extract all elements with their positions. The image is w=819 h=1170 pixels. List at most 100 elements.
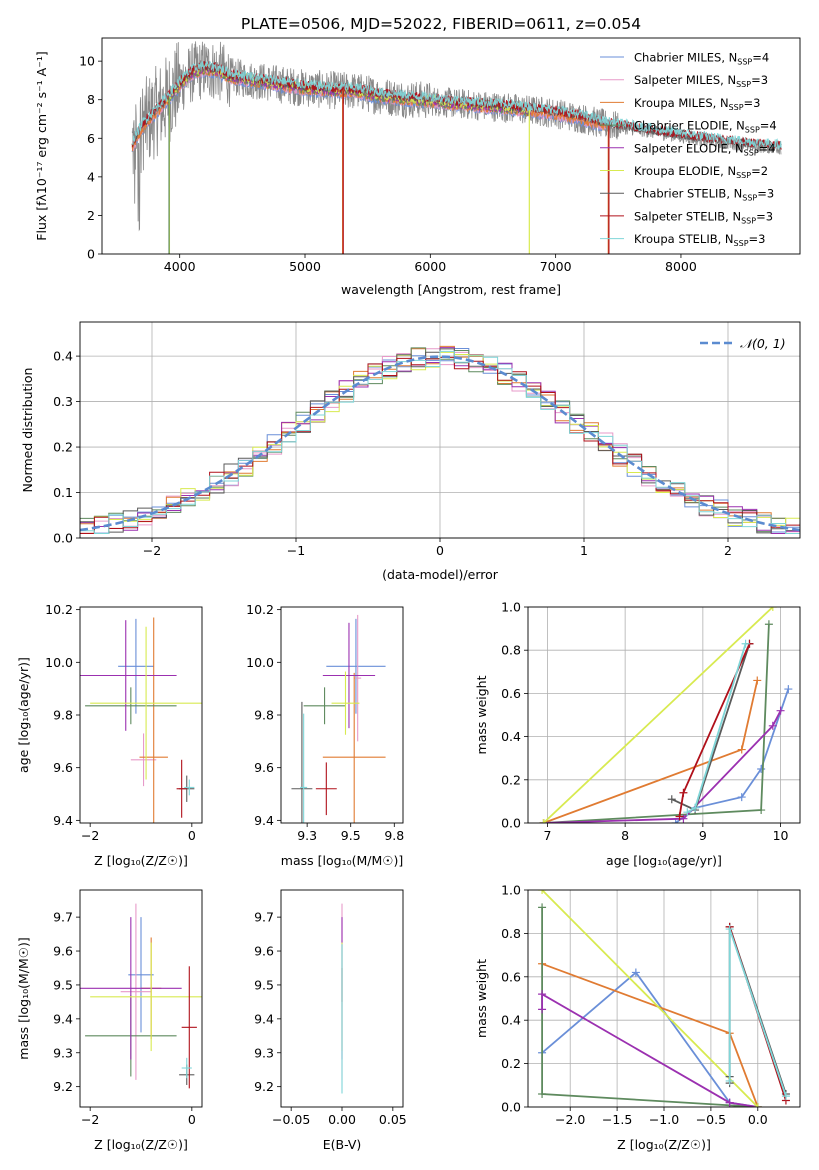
figure-title: PLATE=0506, MJD=52022, FIBERID=0611, z=0… <box>241 15 641 33</box>
legend-text: Kroupa ELODIE, N <box>634 164 736 178</box>
legend-text: Salpeter MILES, N <box>634 73 736 87</box>
histogram-kroupa_stelib <box>80 350 800 534</box>
x-axis-label: age [log₁₀(age/yr)] <box>606 853 722 868</box>
mass-weight-marker-kroupa_elodie <box>538 890 547 894</box>
legend-suffix: =3 <box>757 187 774 201</box>
legend-text: Chabrier ELODIE, N <box>634 119 745 133</box>
legend-label: Salpeter ELODIE, NSSP=4 <box>634 141 776 157</box>
legend-subscript: SSP <box>729 103 744 112</box>
mass-weight-marker-kroupa_stelib <box>725 925 734 934</box>
plot-area <box>539 607 793 823</box>
y-tick-label: 8 <box>87 92 95 107</box>
axes-massweight_vs_age: 7 8 9 10 0.0 0.2 0.4 0.6 0.8 1.0 age [log₁₀(age/yr… <box>474 600 801 868</box>
legend-suffix: =4 <box>759 141 776 155</box>
y-tick-label: 0.0 <box>501 816 521 831</box>
normal-curve <box>80 355 800 532</box>
histogram-legend: 𝒩(0, 1) <box>700 336 786 351</box>
x-tick-label: −1.5 <box>602 1112 632 1127</box>
x-axis-label: E(B-V) <box>323 1137 362 1152</box>
y-tick-label: 9.7 <box>254 910 274 925</box>
y-tick-label: 10 <box>79 54 95 69</box>
mass-weight-line-chabrier_miles <box>541 971 758 1107</box>
x-axis-label: Z [log₁₀(Z/Z☉)] <box>94 853 188 868</box>
x-axis-label: mass [log₁₀(M/M☉)] <box>281 853 403 868</box>
mass-weight-marker-chabrier_miles <box>631 968 640 977</box>
legend-suffix: =3 <box>751 73 768 87</box>
y-tick-label: 4 <box>87 169 95 184</box>
mass-weight-marker-chabrier_elodie <box>538 903 547 912</box>
mass-weight-marker-chabrier_elodie <box>764 620 773 629</box>
mass-weight-line-salpeter_elodie <box>543 710 782 823</box>
x-tick-label: 9.8 <box>384 828 404 843</box>
x-tick-label: 8000 <box>665 259 697 274</box>
legend-subscript: SSP <box>736 80 751 89</box>
y-axis-label: mass weight <box>474 959 489 1038</box>
mass-weight-line-chabrier_elodie <box>543 624 770 823</box>
axes-massweight_vs_Z: −2.0 −1.5 −1.0 −0.5 0.0 0.0 0.2 0.4 0.6 0.8 1.0 Z [… <box>474 883 801 1152</box>
mass-weight-marker-chabrier_stelib <box>667 795 676 804</box>
mass-weight-marker-salpeter_elodie <box>776 706 785 715</box>
mass-weight-marker-chabrier_elodie <box>538 1089 547 1098</box>
x-tick-label: 9 <box>699 828 707 843</box>
mass-weight-marker-salpeter_stelib <box>675 812 684 821</box>
legend-subscript: SSP <box>745 126 760 135</box>
mass-weight-marker-kroupa_miles <box>737 745 746 754</box>
x-tick-label: 0.00 <box>328 1112 356 1127</box>
axes-frame <box>101 37 801 255</box>
legend-text: Salpeter STELIB, N <box>634 209 741 223</box>
mass-weight-marker-salpeter_stelib <box>679 788 688 797</box>
axes-spectrum: 4000 5000 6000 7000 8000 0 2 4 6 8 10 wavelength [A… <box>34 37 801 297</box>
y-tick-label: 9.8 <box>53 708 73 723</box>
mass-weight-marker-salpeter_elodie <box>725 1098 734 1107</box>
x-tick-label: 8 <box>621 828 629 843</box>
y-tick-label: 0.2 <box>501 772 521 787</box>
mass-weight-marker-kroupa_elodie <box>768 607 777 611</box>
x-tick-label: 9.3 <box>297 828 317 843</box>
y-tick-label: 9.5 <box>254 977 274 992</box>
legend-subscript: SSP <box>734 239 749 248</box>
legend-label: Chabrier MILES, NSSP=4 <box>634 51 769 67</box>
x-tick-label: 4000 <box>164 259 196 274</box>
x-tick-label: −2.0 <box>555 1112 585 1127</box>
mass-weight-marker-chabrier_miles <box>784 685 793 694</box>
y-tick-label: 9.8 <box>254 708 274 723</box>
axes-frame <box>527 889 801 1108</box>
mass-weight-marker-salpeter_elodie <box>768 721 777 730</box>
mass-weight-line-kroupa_stelib <box>686 643 747 813</box>
y-tick-label: 9.2 <box>53 1079 73 1094</box>
y-tick-label: 9.6 <box>53 944 73 959</box>
y-tick-label: 9.4 <box>53 1011 73 1026</box>
x-tick-label: 5000 <box>289 259 321 274</box>
y-axis-label: Flux [fλ10⁻¹⁷ erg cm⁻² s⁻¹ A⁻¹] <box>34 51 49 240</box>
legend-subscript: SSP <box>744 148 759 157</box>
x-tick-label: −1.0 <box>649 1112 679 1127</box>
x-axis-label: wavelength [Angstrom, rest frame] <box>341 282 561 297</box>
x-axis-label: Z [log₁₀(Z/Z☉)] <box>617 1137 711 1152</box>
y-tick-label: 9.3 <box>53 1045 73 1060</box>
x-tick-label: 0.05 <box>379 1112 407 1127</box>
y-tick-label: 6 <box>87 131 95 146</box>
y-tick-label: 9.4 <box>53 813 73 828</box>
x-tick-label: −2 <box>143 543 161 558</box>
y-tick-label: 9.7 <box>53 910 73 925</box>
legend-subscript: SSP <box>741 216 756 225</box>
x-axis-label: (data-model)/error <box>382 567 499 582</box>
y-tick-label: 0.2 <box>53 440 73 455</box>
y-tick-label: 10.2 <box>246 602 274 617</box>
plot-area <box>80 345 800 534</box>
mass-weight-marker-salpeter_elodie <box>538 990 547 999</box>
plot-area <box>80 617 202 823</box>
y-tick-label: 0.1 <box>53 485 73 500</box>
y-tick-label: 0.4 <box>501 1013 521 1028</box>
legend-label: Chabrier ELODIE, NSSP=4 <box>634 119 777 135</box>
legend-label: Kroupa STELIB, NSSP=3 <box>634 232 765 248</box>
y-tick-label: 0.4 <box>53 349 73 364</box>
legend-label: Kroupa MILES, NSSP=3 <box>634 96 760 112</box>
x-tick-label: −0.05 <box>272 1112 310 1127</box>
legend-suffix: =4 <box>752 51 769 65</box>
mass-weight-marker-salpeter_elodie <box>538 1005 547 1014</box>
mass-weight-marker-kroupa_stelib <box>741 639 750 648</box>
y-tick-label: 9.2 <box>254 1079 274 1094</box>
